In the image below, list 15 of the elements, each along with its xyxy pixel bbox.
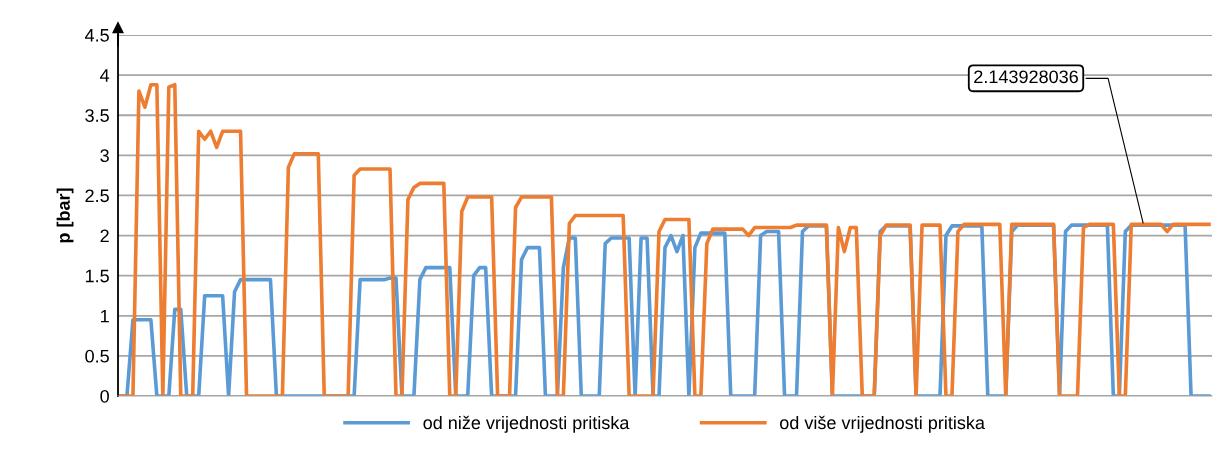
y-tick-label: 1.5 <box>85 269 109 283</box>
y-tick-label: 4 <box>100 69 110 82</box>
y-tick-label: 0 <box>100 389 109 403</box>
y-tick-label: 0.5 <box>85 349 109 363</box>
line-series <box>119 82 1211 396</box>
legend-label: od više vrijednosti pritiska <box>780 415 985 433</box>
annotation: 2.143928036 <box>974 70 1078 84</box>
y-axis-title: p [bar] <box>56 188 74 243</box>
legend-label: od niže vrijednosti pritiska <box>423 415 630 433</box>
y-tick-label: 3 <box>100 149 109 163</box>
y-tick-label: 2 <box>100 229 109 243</box>
y-tick-label: 4.5 <box>84 29 109 42</box>
y-tick-label: 1 <box>101 309 109 323</box>
y-tick-label: 2.5 <box>85 189 109 203</box>
y-tick-label: 3.5 <box>85 109 109 122</box>
